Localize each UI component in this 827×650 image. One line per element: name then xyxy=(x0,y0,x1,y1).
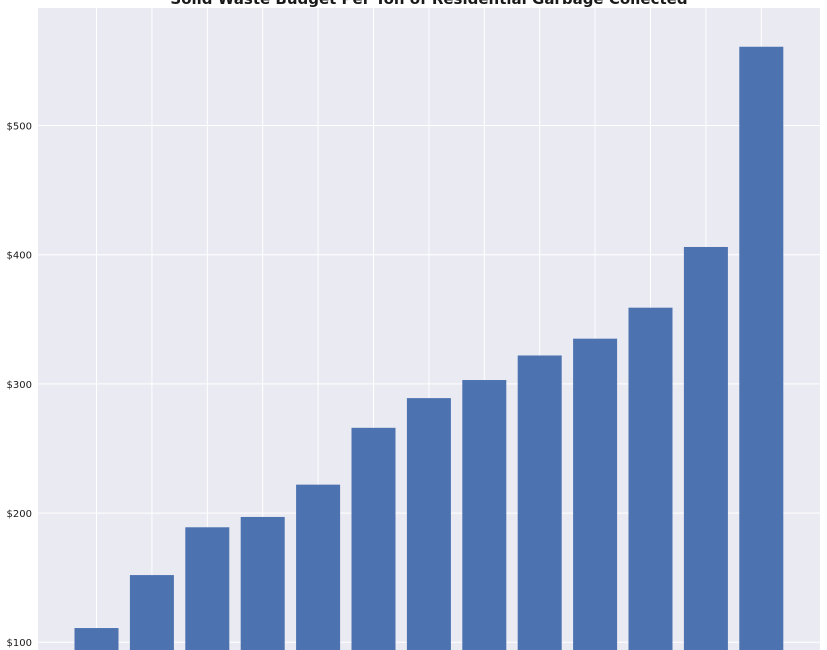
bar xyxy=(74,628,119,650)
y-axis-ticks: $100 $200 $300 $400 $500 xyxy=(7,122,32,650)
y-tick-label: $500 xyxy=(7,122,32,133)
bar xyxy=(240,516,285,650)
bar xyxy=(517,355,562,650)
bar xyxy=(573,338,618,650)
bar xyxy=(185,527,230,650)
chart-title: Solid Waste Budget Per Ton of Residentia… xyxy=(170,0,687,8)
bar xyxy=(296,484,341,650)
bar xyxy=(129,575,174,650)
bar xyxy=(462,380,507,650)
bars xyxy=(74,46,784,650)
y-tick-label: $200 xyxy=(7,509,32,520)
bar xyxy=(628,307,673,650)
y-tick-label: $400 xyxy=(7,251,32,262)
bar xyxy=(351,427,396,650)
bar xyxy=(683,246,728,650)
bar xyxy=(739,46,784,650)
y-tick-label: $100 xyxy=(7,638,32,649)
y-tick-label: $300 xyxy=(7,380,32,391)
bar xyxy=(406,398,451,650)
